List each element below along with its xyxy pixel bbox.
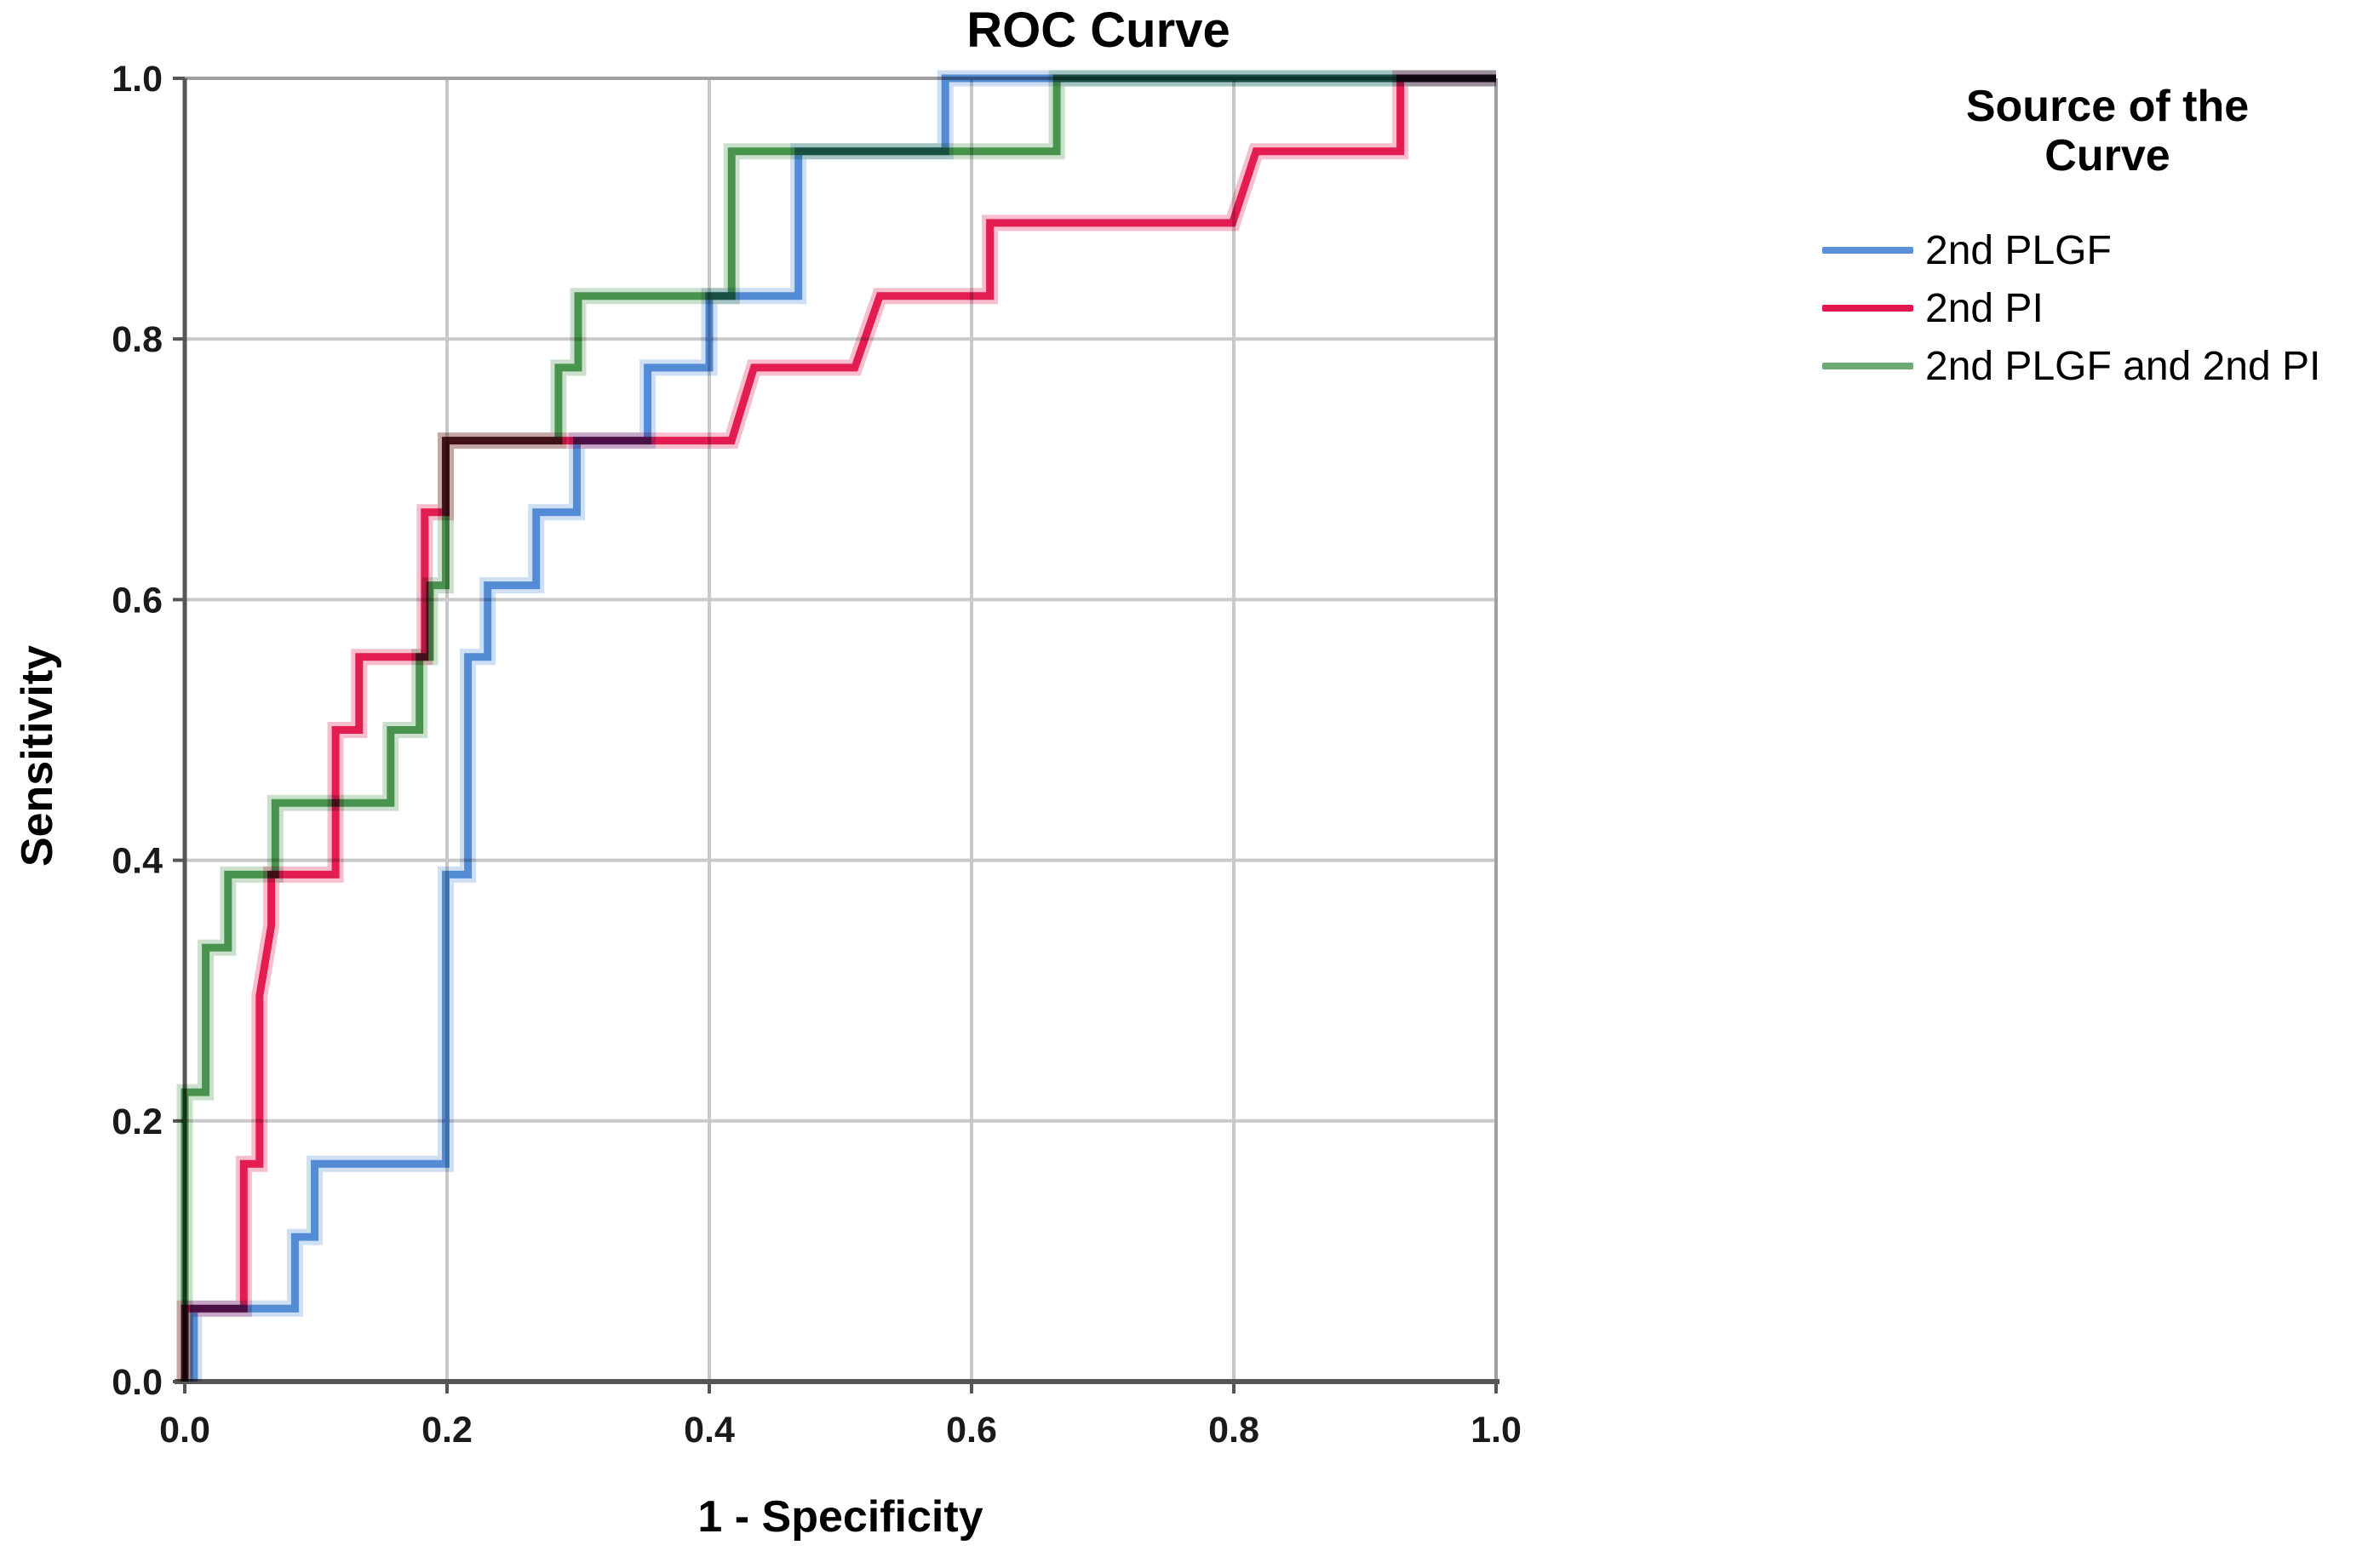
legend-swatch-2nd-plgf-and-2nd-pi [1822,363,1913,370]
y-tick-label: 0.2 [112,1102,163,1142]
legend-label: 2nd PLGF [1925,227,2112,273]
x-tick-label: 0.4 [684,1410,735,1451]
y-tick-label: 0.0 [112,1362,163,1403]
roc-curve-2nd-plgf-and-2nd-pi [176,70,1496,1382]
y-tick-label: 0.4 [112,841,163,882]
axis-ticks [173,77,1498,1393]
legend-label: 2nd PLGF and 2nd PI [1925,343,2321,389]
roc-curve-2nd-plgf [186,70,1496,1382]
x-tick-labels: 0.0 0.2 0.4 0.6 0.8 1.0 [159,1410,1522,1451]
legend-item: 2nd PLGF and 2nd PI [1822,337,2368,395]
gridlines [185,78,1496,1382]
y-tick-label: 0.8 [112,319,163,360]
roc-curve-2nd-pi [176,70,1496,1382]
y-axis-label: Sensitivity [13,644,62,867]
legend-item: 2nd PI [1822,279,2368,337]
legend: Source of the Curve 2nd PLGF 2nd PI 2nd … [1822,82,2368,395]
legend-title: Source of the Curve [1965,82,2250,181]
x-tick-label: 0.6 [946,1410,997,1451]
x-tick-label: 0.2 [421,1410,473,1451]
x-tick-label: 1.0 [1471,1410,1522,1451]
legend-item: 2nd PLGF [1822,221,2368,279]
y-tick-labels: 0.0 0.2 0.4 0.6 0.8 1.0 [112,59,163,1403]
plot-border [175,77,1499,1384]
x-axis-label: 1 - Specificity [697,1492,983,1542]
legend-swatch-2nd-plgf [1822,247,1913,255]
legend-swatch-2nd-pi [1822,305,1913,312]
x-tick-label: 0.0 [159,1410,210,1451]
y-tick-label: 0.6 [112,580,163,621]
x-tick-label: 0.8 [1208,1410,1259,1451]
y-tick-label: 1.0 [112,59,163,100]
legend-label: 2nd PI [1925,285,2044,331]
chart-title: ROC Curve [966,3,1230,58]
legend-items: 2nd PLGF 2nd PI 2nd PLGF and 2nd PI [1822,221,2368,395]
